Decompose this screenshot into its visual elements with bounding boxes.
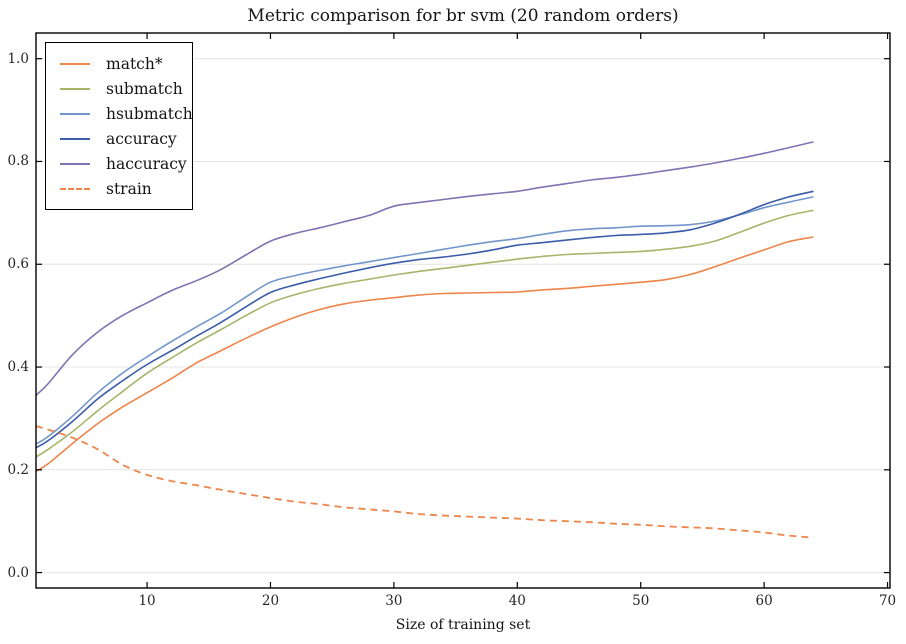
x-axis-label: Size of training set xyxy=(395,617,531,633)
y-tick-label: 0.4 xyxy=(7,359,29,376)
legend-line-sample xyxy=(60,137,90,140)
series-line-match xyxy=(35,236,814,472)
x-tick-label: 30 xyxy=(385,593,403,609)
x-tick-label: 50 xyxy=(632,593,650,609)
y-tick-label: 0.6 xyxy=(7,256,29,273)
legend-item: match* xyxy=(60,51,184,76)
legend-label: strain xyxy=(106,179,152,198)
legend-item: haccuracy xyxy=(60,151,187,176)
series-line-hsubmatch xyxy=(35,196,814,445)
legend-label: submatch xyxy=(106,79,183,98)
legend-line-sample xyxy=(60,112,90,115)
series-line-haccuracy xyxy=(35,141,814,396)
legend-item: accuracy xyxy=(60,126,184,151)
legend-label: match* xyxy=(106,54,163,73)
legend-label: accuracy xyxy=(106,129,177,148)
series-line-accuracy xyxy=(35,190,814,449)
y-tick-label: 0.0 xyxy=(7,564,29,581)
legend-line-sample xyxy=(60,62,90,65)
legend-label: hsubmatch xyxy=(106,104,193,123)
legend-item: submatch xyxy=(60,76,184,101)
legend-line-sample xyxy=(60,162,90,165)
x-tick-label: 10 xyxy=(138,593,156,609)
legend-line-sample xyxy=(60,187,90,190)
y-tick-label: 1.0 xyxy=(7,50,29,67)
legend: match* submatch hsubmatch accuracy haccuracy… xyxy=(45,42,193,210)
x-tick-label: 20 xyxy=(261,593,280,609)
series-line-strain xyxy=(35,425,814,539)
legend-item: strain xyxy=(60,176,184,201)
axes-spines xyxy=(35,32,891,589)
x-tick-label: 60 xyxy=(755,593,773,609)
legend-label: haccuracy xyxy=(106,154,187,173)
legend-item: hsubmatch xyxy=(60,101,193,126)
y-tick-label: 0.2 xyxy=(7,461,29,478)
x-tick-label: 40 xyxy=(508,593,526,609)
y-tick-label: 0.8 xyxy=(7,153,29,170)
chart-title: Metric comparison for br svm (20 random … xyxy=(247,6,679,26)
legend-line-sample xyxy=(60,87,90,90)
series-line-submatch xyxy=(35,209,814,458)
x-tick-label: 70 xyxy=(878,593,897,609)
